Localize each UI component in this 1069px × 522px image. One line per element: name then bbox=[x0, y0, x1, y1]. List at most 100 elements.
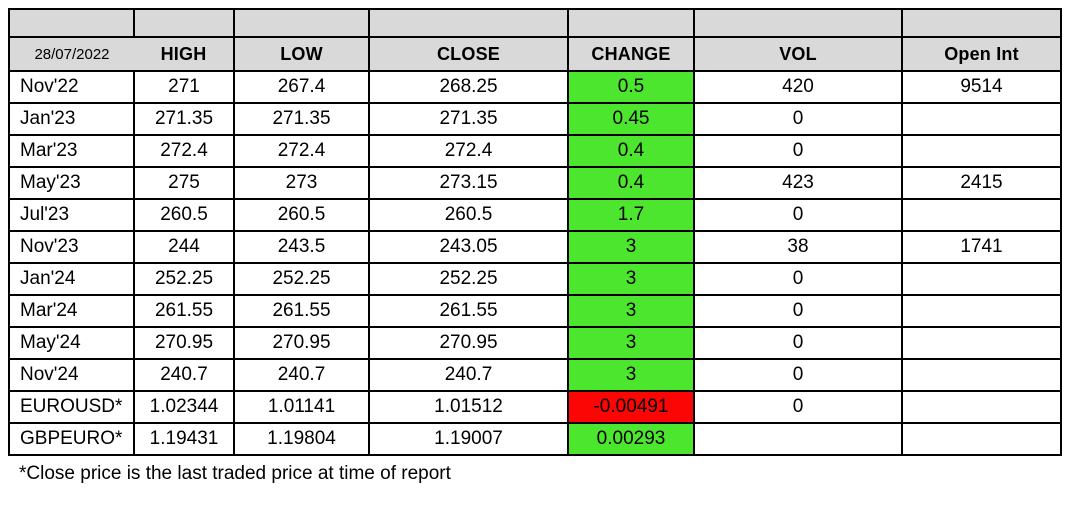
cell-close: 271.35 bbox=[368, 102, 569, 136]
spacer-cell bbox=[901, 8, 1062, 38]
table-row: Jan'24 252.25 252.25 252.25 3 0 bbox=[8, 262, 1062, 296]
spacer-row bbox=[8, 8, 1062, 38]
cell-contract: Jul'23 bbox=[8, 198, 135, 232]
table-row: GBPEURO* 1.19431 1.19804 1.19007 0.00293 bbox=[8, 422, 1062, 456]
spacer-cell bbox=[567, 8, 695, 38]
report-sheet: 28/07/2022 HIGH LOW CLOSE CHANGE VOL Ope… bbox=[0, 8, 1069, 522]
cell-open-int bbox=[901, 262, 1062, 296]
cell-contract: Nov'23 bbox=[8, 230, 135, 264]
futures-price-table: 28/07/2022 HIGH LOW CLOSE CHANGE VOL Ope… bbox=[8, 8, 1062, 456]
column-header-change: CHANGE bbox=[567, 36, 695, 72]
cell-low: 243.5 bbox=[233, 230, 370, 264]
cell-close: 240.7 bbox=[368, 358, 569, 392]
table-row: Mar'24 261.55 261.55 261.55 3 0 bbox=[8, 294, 1062, 328]
cell-high: 271.35 bbox=[133, 102, 235, 136]
cell-vol: 0 bbox=[693, 358, 903, 392]
cell-high: 260.5 bbox=[133, 198, 235, 232]
cell-low: 261.55 bbox=[233, 294, 370, 328]
cell-high: 261.55 bbox=[133, 294, 235, 328]
cell-vol: 0 bbox=[693, 262, 903, 296]
cell-change: 3 bbox=[567, 326, 695, 360]
cell-vol: 0 bbox=[693, 198, 903, 232]
column-header-high: HIGH bbox=[133, 36, 235, 72]
column-header-open-int: Open Int bbox=[901, 36, 1062, 72]
cell-vol: 0 bbox=[693, 390, 903, 424]
cell-change: 0.5 bbox=[567, 70, 695, 104]
header-row: 28/07/2022 HIGH LOW CLOSE CHANGE VOL Ope… bbox=[8, 36, 1062, 72]
column-header-close: CLOSE bbox=[368, 36, 569, 72]
report-date: 28/07/2022 bbox=[8, 36, 134, 72]
table-row: Nov'22 271 267.4 268.25 0.5 420 9514 bbox=[8, 70, 1062, 104]
cell-low: 260.5 bbox=[233, 198, 370, 232]
cell-contract: May'23 bbox=[8, 166, 135, 200]
cell-low: 271.35 bbox=[233, 102, 370, 136]
cell-close: 243.05 bbox=[368, 230, 569, 264]
table-row: May'23 275 273 273.15 0.4 423 2415 bbox=[8, 166, 1062, 200]
cell-close: 1.01512 bbox=[368, 390, 569, 424]
cell-change: 0.4 bbox=[567, 134, 695, 168]
cell-vol: 0 bbox=[693, 102, 903, 136]
cell-open-int: 1741 bbox=[901, 230, 1062, 264]
cell-close: 1.19007 bbox=[368, 422, 569, 456]
cell-open-int: 9514 bbox=[901, 70, 1062, 104]
cell-high: 244 bbox=[133, 230, 235, 264]
cell-close: 268.25 bbox=[368, 70, 569, 104]
cell-open-int bbox=[901, 422, 1062, 456]
table-row: Nov'23 244 243.5 243.05 3 38 1741 bbox=[8, 230, 1062, 264]
cell-change: 0.45 bbox=[567, 102, 695, 136]
cell-high: 275 bbox=[133, 166, 235, 200]
column-header-vol: VOL bbox=[693, 36, 903, 72]
cell-change: 3 bbox=[567, 358, 695, 392]
cell-contract: GBPEURO* bbox=[8, 422, 135, 456]
cell-change: 0.4 bbox=[567, 166, 695, 200]
cell-open-int: 2415 bbox=[901, 166, 1062, 200]
cell-open-int bbox=[901, 102, 1062, 136]
cell-low: 240.7 bbox=[233, 358, 370, 392]
cell-open-int bbox=[901, 134, 1062, 168]
cell-vol: 0 bbox=[693, 294, 903, 328]
cell-open-int bbox=[901, 390, 1062, 424]
cell-low: 1.01141 bbox=[233, 390, 370, 424]
cell-vol: 0 bbox=[693, 134, 903, 168]
cell-open-int bbox=[901, 358, 1062, 392]
cell-high: 1.19431 bbox=[133, 422, 235, 456]
cell-contract: Jan'23 bbox=[8, 102, 135, 136]
cell-low: 1.19804 bbox=[233, 422, 370, 456]
table-row: Nov'24 240.7 240.7 240.7 3 0 bbox=[8, 358, 1062, 392]
spacer-cell bbox=[233, 8, 370, 38]
cell-change: 3 bbox=[567, 294, 695, 328]
cell-change: 0.00293 bbox=[567, 422, 695, 456]
cell-low: 273 bbox=[233, 166, 370, 200]
cell-high: 272.4 bbox=[133, 134, 235, 168]
cell-close: 252.25 bbox=[368, 262, 569, 296]
table-row: EUROUSD* 1.02344 1.01141 1.01512 -0.0049… bbox=[8, 390, 1062, 424]
cell-open-int bbox=[901, 294, 1062, 328]
cell-change: 3 bbox=[567, 230, 695, 264]
table-row: Mar'23 272.4 272.4 272.4 0.4 0 bbox=[8, 134, 1062, 168]
cell-high: 271 bbox=[133, 70, 235, 104]
cell-vol: 423 bbox=[693, 166, 903, 200]
cell-low: 270.95 bbox=[233, 326, 370, 360]
cell-vol bbox=[693, 422, 903, 456]
cell-contract: Mar'24 bbox=[8, 294, 135, 328]
cell-low: 272.4 bbox=[233, 134, 370, 168]
cell-open-int bbox=[901, 326, 1062, 360]
cell-open-int bbox=[901, 198, 1062, 232]
cell-vol: 0 bbox=[693, 326, 903, 360]
table-row: Jan'23 271.35 271.35 271.35 0.45 0 bbox=[8, 102, 1062, 136]
cell-change: 3 bbox=[567, 262, 695, 296]
spacer-cell bbox=[8, 8, 135, 38]
cell-contract: Mar'23 bbox=[8, 134, 135, 168]
table-row: Jul'23 260.5 260.5 260.5 1.7 0 bbox=[8, 198, 1062, 232]
cell-vol: 38 bbox=[693, 230, 903, 264]
spacer-cell bbox=[133, 8, 235, 38]
cell-contract: Nov'22 bbox=[8, 70, 135, 104]
cell-high: 270.95 bbox=[133, 326, 235, 360]
spacer-cell bbox=[368, 8, 569, 38]
cell-change: 1.7 bbox=[567, 198, 695, 232]
column-header-low: LOW bbox=[233, 36, 370, 72]
table-row: May'24 270.95 270.95 270.95 3 0 bbox=[8, 326, 1062, 360]
cell-low: 267.4 bbox=[233, 70, 370, 104]
cell-high: 252.25 bbox=[133, 262, 235, 296]
cell-close: 261.55 bbox=[368, 294, 569, 328]
